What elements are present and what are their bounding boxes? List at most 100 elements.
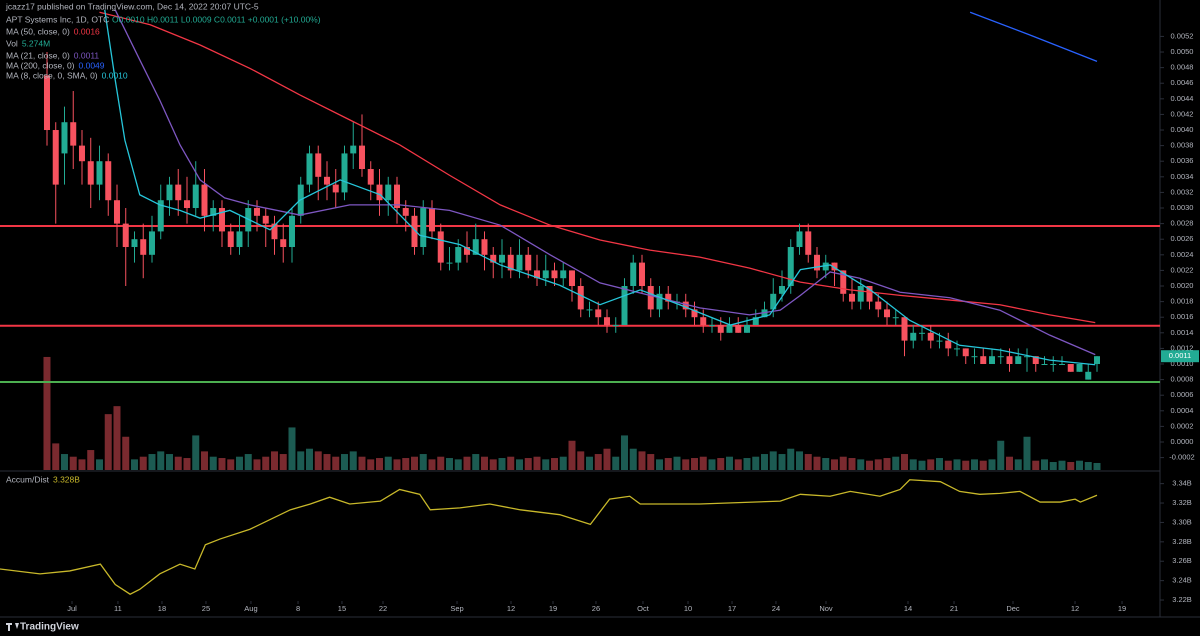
logo — [6, 623, 19, 631]
volume-bar — [673, 456, 681, 470]
candle-body — [962, 348, 969, 357]
volume-bar — [314, 451, 322, 470]
x-tick-label: Aug — [244, 604, 257, 613]
candle-body — [761, 309, 768, 318]
author-line: jcazz17 published on TradingView.com, De… — [5, 1, 259, 11]
y-tick-label: 0.0000 — [1171, 437, 1194, 446]
legend-value: 0.0011 — [74, 50, 100, 60]
volume-bar — [95, 459, 103, 470]
candle-body — [953, 348, 960, 350]
volume-bar — [629, 448, 637, 470]
candle-body — [315, 153, 322, 177]
volume-bar — [708, 459, 716, 470]
volume-bar — [235, 456, 243, 470]
volume-bar — [935, 458, 943, 470]
candle-body — [201, 184, 208, 216]
volume-bar — [498, 458, 506, 470]
volume-bar — [585, 456, 593, 470]
legend-value: 0.0016 — [74, 26, 100, 36]
candle-body — [288, 215, 295, 248]
candle-body — [1093, 356, 1100, 365]
y-tick-label: 0.0038 — [1171, 141, 1194, 150]
volume-bar — [428, 459, 436, 470]
volume-bar — [148, 454, 156, 470]
candle-body — [1050, 364, 1057, 366]
volume-bar — [1014, 459, 1022, 470]
volume-bar — [1067, 462, 1075, 470]
candle-body — [586, 309, 593, 311]
candle-body — [218, 208, 225, 232]
candle-body — [385, 184, 392, 201]
x-tick-label: 19 — [1118, 604, 1126, 613]
candle-body — [997, 356, 1004, 358]
x-tick-label: 10 — [684, 604, 692, 613]
volume-bar — [244, 454, 252, 470]
candle-body — [472, 239, 479, 255]
volume-bar — [507, 456, 515, 470]
candle-body — [306, 153, 313, 185]
candle-body — [551, 270, 558, 279]
candle-body — [691, 309, 698, 318]
candle-body — [778, 286, 785, 294]
y-tick-label: 0.0032 — [1171, 187, 1194, 196]
candle-body — [612, 325, 619, 327]
candle-body — [1006, 356, 1013, 365]
legend-name: MA (21, close, 0) — [6, 50, 70, 60]
candle-body — [61, 122, 68, 154]
volume-bar — [725, 456, 733, 470]
candle-body — [682, 301, 689, 310]
volume-bar — [253, 459, 261, 470]
candle-body — [638, 262, 645, 287]
ma-line — [969, 11, 1098, 62]
candle-body — [945, 340, 952, 349]
candle-body — [971, 356, 978, 358]
volume-bar — [192, 435, 200, 470]
legend-name: MA (8, close, 0, SMA, 0) — [6, 70, 98, 80]
volume-bar — [620, 435, 628, 470]
x-tick-label: 8 — [296, 604, 300, 613]
y-tick-label: 0.0030 — [1171, 203, 1194, 212]
volume-bar — [279, 454, 287, 470]
candle-body — [647, 286, 654, 310]
candle-body — [1023, 356, 1030, 358]
volume-bar — [1040, 459, 1048, 470]
y-tick-label: 3.22B — [1172, 595, 1192, 604]
y-tick-label: 0.0036 — [1171, 156, 1194, 165]
y-tick-label: 0.0020 — [1171, 281, 1194, 290]
candle-body — [735, 325, 742, 333]
candle-body — [866, 286, 873, 302]
volume-bar — [1032, 460, 1040, 470]
candle-body — [857, 286, 864, 302]
y-tick-label: 0.0010 — [1171, 359, 1194, 368]
candle-body — [271, 223, 278, 240]
volume-bar — [52, 443, 60, 470]
volume-bar — [227, 459, 235, 470]
x-tick-label: Dec — [1006, 604, 1020, 613]
volume-bar — [717, 458, 725, 470]
candle-body — [78, 145, 85, 162]
volume-bar — [262, 456, 270, 470]
volume-bar — [830, 459, 838, 470]
y-tick-label: 0.0046 — [1171, 78, 1194, 87]
candle-body — [1067, 364, 1074, 372]
volume-bar — [839, 456, 847, 470]
volume-bar — [699, 456, 707, 470]
x-tick-label: 11 — [114, 604, 122, 613]
volume-bar — [1075, 460, 1083, 470]
candle-body — [323, 176, 330, 185]
candle-body — [166, 184, 173, 201]
y-tick-label: 0.0018 — [1171, 297, 1194, 306]
candle-body — [122, 223, 129, 248]
x-tick-label: 15 — [338, 604, 346, 613]
volume-bar — [375, 458, 383, 470]
volume-bar — [1058, 460, 1066, 470]
legend-value: 0.0010 — [102, 70, 128, 80]
volume-bar — [559, 456, 567, 470]
candle-body — [341, 153, 348, 193]
candle-body — [980, 356, 987, 365]
y-tick-label: 0.0016 — [1171, 312, 1194, 321]
volume-bar — [857, 459, 865, 470]
y-tick-label: 0.0022 — [1171, 265, 1194, 274]
